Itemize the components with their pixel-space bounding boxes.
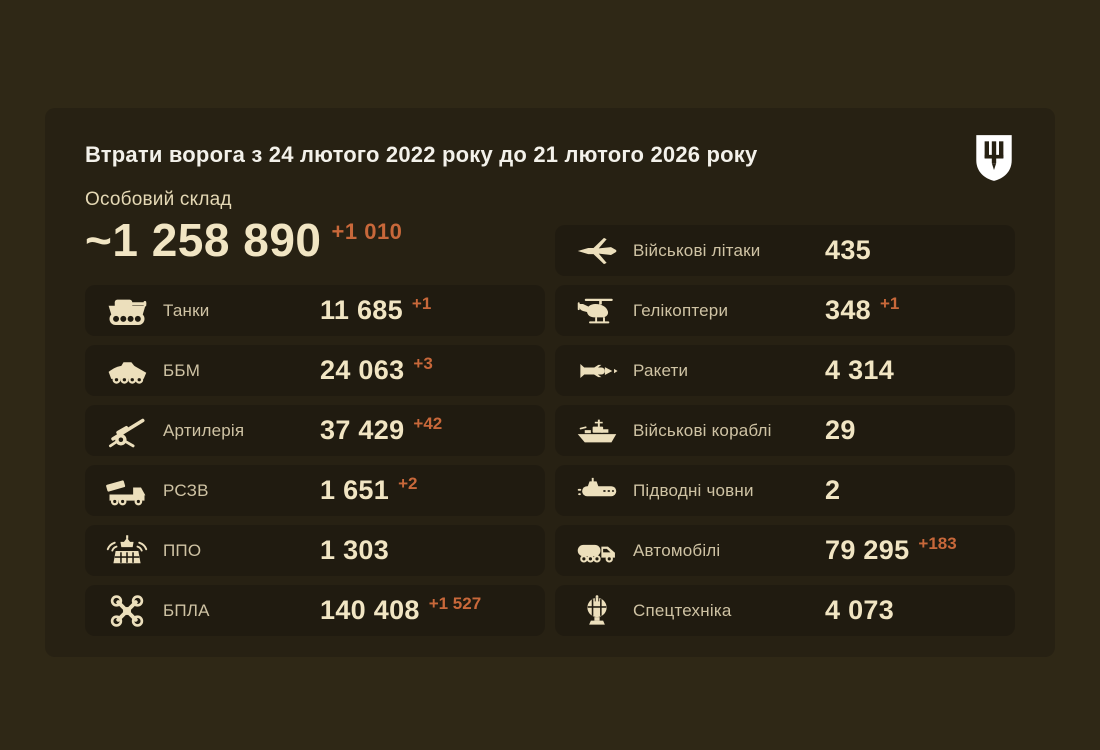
stat-value: 24 063 [320,355,405,385]
stat-delta: +1 527 [428,593,482,613]
stat-value: 11 685 [320,295,403,325]
losses-card: Втрати ворога з 24 лютого 2022 року до 2… [45,108,1055,657]
stat-label: Ракети [633,360,689,380]
right-tiles: Військові літаки 435 Гелікоптери 348 +1 … [555,225,1015,636]
drone-icon [105,591,149,631]
stat-value: 140 408 [320,595,420,625]
right-column: Військові літаки 435 Гелікоптери 348 +1 … [555,225,1015,645]
stat-value: 348 [825,295,871,325]
left-tiles: Танки 11 685 +1 ББМ 24 063 +3 Артилерія … [85,285,545,636]
special-equipment-icon [575,591,619,631]
missile-icon [575,351,619,391]
personnel-label: Особовий склад [85,189,232,210]
stat-label: Гелікоптери [633,300,729,320]
stat-value: 435 [825,235,871,265]
stat-tile-apc: ББМ 24 063 +3 [85,345,545,396]
stat-tile-warship: Військові кораблі 29 [555,405,1015,456]
stat-value: 2 [825,475,841,505]
stat-delta: +2 [398,473,418,493]
stat-label: РСЗВ [163,480,209,500]
stat-value: 4 073 [825,595,895,625]
stat-value: 29 [825,415,856,445]
stat-label: Танки [163,300,210,320]
stat-delta: +3 [413,353,433,373]
apc-icon [105,351,149,391]
personnel-total: ~1 258 890 [85,214,322,266]
truck-icon [575,531,619,571]
stat-tile-helicopter: Гелікоптери 348 +1 [555,285,1015,336]
stat-value: 1 651 [320,475,390,505]
stat-delta: +1 [879,293,900,313]
stat-tile-missile: Ракети 4 314 [555,345,1015,396]
stat-tile-submarine: Підводні човни 2 [555,465,1015,516]
stat-tile-drone: БПЛА 140 408 +1 527 [85,585,545,636]
personnel-block: Особовий склад ~1 258 890 +1 010 [85,188,545,268]
left-column: Особовий склад ~1 258 890 +1 010 Танки 1… [85,188,545,645]
stat-value: 37 429 [320,415,405,445]
card-header: Втрати ворога з 24 лютого 2022 року до 2… [85,133,1015,188]
warship-icon [575,411,619,451]
stat-tile-jet: Військові літаки 435 [555,225,1015,276]
stats-grid: Особовий склад ~1 258 890 +1 010 Танки 1… [85,188,1015,645]
stat-value: 4 314 [825,355,895,385]
trident-shield-icon [973,133,1015,183]
stat-label: Військові кораблі [633,420,772,440]
stat-label: Військові літаки [633,240,761,260]
stat-label: ППО [163,540,202,560]
submarine-icon [575,471,619,511]
stat-tile-artillery: Артилерія 37 429 +42 [85,405,545,456]
stat-label: Автомобілі [633,540,721,560]
personnel-row: ~1 258 890 +1 010 [85,212,545,268]
stat-label: БПЛА [163,600,210,620]
air-defense-icon [105,531,149,571]
stat-value: 1 303 [320,535,390,565]
helicopter-icon [575,291,619,331]
stat-tile-special-equipment: Спецтехніка 4 073 [555,585,1015,636]
stat-label: Підводні човни [633,480,754,500]
stat-tile-tank: Танки 11 685 +1 [85,285,545,336]
stat-delta: +42 [413,413,443,433]
stat-value: 79 295 [825,535,910,565]
artillery-icon [105,411,149,451]
tank-icon [105,291,149,331]
stat-delta: +1 [411,293,432,313]
stat-label: ББМ [163,360,201,380]
stat-delta: +183 [918,533,957,553]
stat-label: Спецтехніка [633,600,732,620]
jet-icon [575,231,619,271]
personnel-delta: +1 010 [331,219,403,244]
stat-tile-truck: Автомобілі 79 295 +183 [555,525,1015,576]
stat-tile-air-defense: ППО 1 303 [85,525,545,576]
stat-label: Артилерія [163,420,245,440]
report-title: Втрати ворога з 24 лютого 2022 року до 2… [85,142,758,167]
stat-tile-mlrs: РСЗВ 1 651 +2 [85,465,545,516]
mlrs-icon [105,471,149,511]
